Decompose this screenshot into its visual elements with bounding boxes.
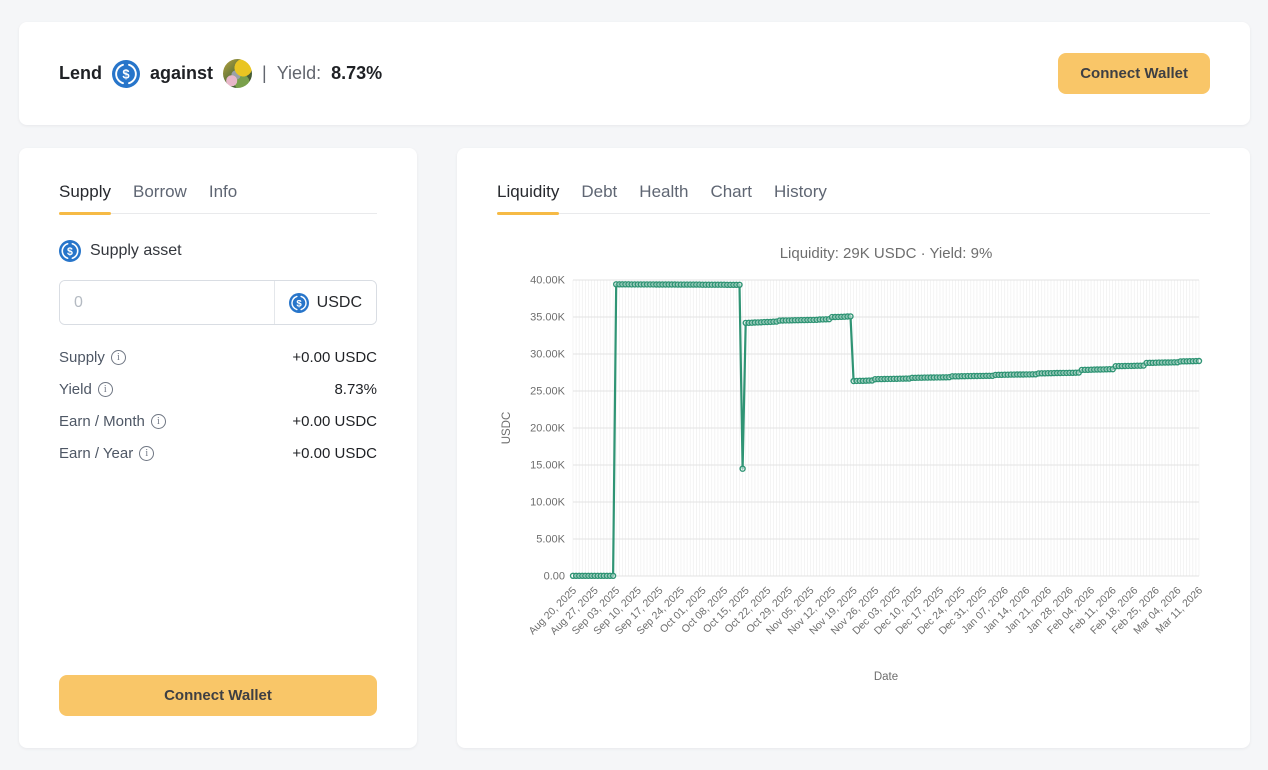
connect-wallet-button[interactable]: Connect Wallet xyxy=(59,675,377,716)
svg-text:20.00K: 20.00K xyxy=(530,423,566,435)
stat-label: Yield i xyxy=(59,381,113,398)
tab-info[interactable]: Info xyxy=(209,176,237,213)
supply-stat-label: Supply xyxy=(59,349,105,366)
svg-text:35.00K: 35.00K xyxy=(530,312,566,324)
info-icon[interactable]: i xyxy=(150,414,166,429)
pool-detail-tabs: Liquidity Debt Health Chart History xyxy=(497,176,1210,215)
earn-month-stat-label: Earn / Month xyxy=(59,413,145,430)
connect-wallet-button[interactable]: Connect Wallet xyxy=(1058,53,1210,94)
svg-text:40.00K: 40.00K xyxy=(530,275,566,287)
supply-stats: Supply i +0.00 USDC Yield i 8.73% Earn /… xyxy=(59,349,377,462)
supply-asset-label: Supply asset xyxy=(90,242,182,259)
earn-year-stat-label: Earn / Year xyxy=(59,445,134,462)
lend-label: Lend xyxy=(59,63,102,83)
supply-panel: Supply Borrow Info $ Supply asset xyxy=(19,148,417,748)
stat-label: Earn / Month i xyxy=(59,413,166,430)
pool-detail-panel: Liquidity Debt Health Chart History 0.00… xyxy=(457,148,1250,748)
y-axis-title: USDC xyxy=(501,412,513,445)
svg-text:0.00: 0.00 xyxy=(544,571,565,583)
stat-row-yield: Yield i 8.73% xyxy=(59,381,377,398)
tab-health[interactable]: Health xyxy=(639,176,688,213)
usdc-icon: $ xyxy=(288,292,309,313)
stat-row-earn-year: Earn / Year i +0.00 USDC xyxy=(59,445,377,462)
stat-row-earn-month: Earn / Month i +0.00 USDC xyxy=(59,413,377,430)
amount-input[interactable] xyxy=(60,281,274,324)
info-icon[interactable]: i xyxy=(97,382,113,397)
svg-text:$: $ xyxy=(67,246,73,258)
stat-row-supply: Supply i +0.00 USDC xyxy=(59,349,377,366)
page-title: Lend $ against | Yield: 8.73% xyxy=(59,59,382,88)
earn-year-stat-value: +0.00 USDC xyxy=(292,445,377,462)
liquidity-chart[interactable]: 0.00 5.00K 10.00K 15.00K 20.00K 25.00K 30.00K 3… xyxy=(497,228,1210,694)
svg-text:30.00K: 30.00K xyxy=(530,349,566,361)
info-icon[interactable]: i xyxy=(110,350,126,365)
svg-text:10.00K: 10.00K xyxy=(530,497,566,509)
yield-label: Yield: xyxy=(276,63,322,83)
tab-history[interactable]: History xyxy=(774,176,827,213)
header-bar: Lend $ against | Yield: 8.73% Connect Wa… xyxy=(19,22,1250,125)
svg-text:15.00K: 15.00K xyxy=(530,460,566,472)
title-divider: | xyxy=(262,63,267,83)
usdc-icon: $ xyxy=(59,240,81,262)
supply-asset-label-row: $ Supply asset xyxy=(59,240,377,262)
tab-liquidity[interactable]: Liquidity xyxy=(497,176,560,215)
earn-month-stat-value: +0.00 USDC xyxy=(292,413,377,430)
chart-title: Liquidity: 29K USDC · Yield: 9% xyxy=(780,245,993,262)
liquidity-chart-container: 0.00 5.00K 10.00K 15.00K 20.00K 25.00K 30.00K 3… xyxy=(497,228,1210,699)
amount-input-group: $ USDC xyxy=(59,280,377,325)
tab-borrow[interactable]: Borrow xyxy=(133,176,187,213)
svg-text:$: $ xyxy=(122,66,130,81)
asset-selector-chip[interactable]: $ USDC xyxy=(273,281,376,324)
collateral-token-avatar xyxy=(223,59,253,88)
tab-chart[interactable]: Chart xyxy=(710,176,752,213)
against-label: against xyxy=(150,63,214,83)
supply-panel-tabs: Supply Borrow Info xyxy=(59,176,377,215)
stat-label: Earn / Year i xyxy=(59,445,155,462)
svg-text:25.00K: 25.00K xyxy=(530,386,566,398)
usdc-icon: $ xyxy=(112,59,140,88)
yield-value: 8.73% xyxy=(331,63,383,83)
svg-text:$: $ xyxy=(296,298,302,309)
stat-label: Supply i xyxy=(59,349,126,366)
asset-chip-label: USDC xyxy=(316,293,362,311)
tab-debt[interactable]: Debt xyxy=(581,176,617,213)
yield-stat-label: Yield xyxy=(59,381,92,398)
yield-stat-value: 8.73% xyxy=(334,381,377,398)
x-axis-title: Date xyxy=(874,671,898,683)
tab-supply[interactable]: Supply xyxy=(59,176,111,215)
info-icon[interactable]: i xyxy=(139,446,155,461)
supply-stat-value: +0.00 USDC xyxy=(292,349,377,366)
svg-text:5.00K: 5.00K xyxy=(536,534,565,546)
